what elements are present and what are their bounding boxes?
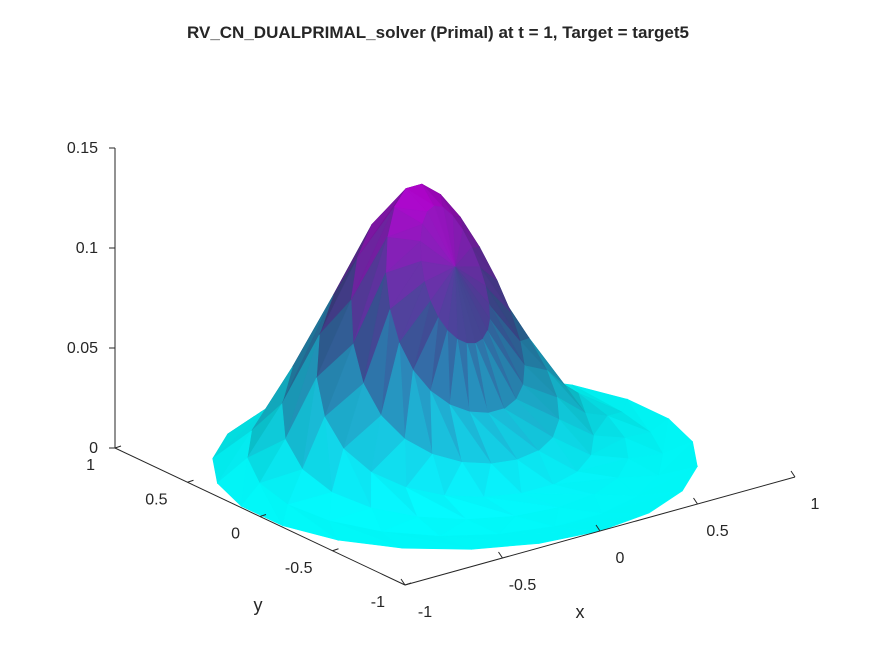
y-axis-label: y — [254, 595, 263, 615]
x-ticks: -1 -0.5 0 0.5 1 — [400, 470, 820, 621]
x-axis-label: x — [576, 602, 585, 622]
y-tick-mark — [114, 445, 122, 449]
y-tick-mark — [259, 514, 267, 517]
surface-facet — [381, 531, 472, 550]
x-tick-label: 0.5 — [706, 523, 728, 540]
y-tick-mark — [404, 582, 412, 586]
y-tick-label: 1 — [86, 457, 95, 474]
y-ticks: -1 -0.5 0 0.5 1 — [86, 445, 412, 611]
chart-title: RV_CN_DUALPRIMAL_solver (Primal) at t = … — [187, 23, 689, 42]
y-tick-mark — [187, 479, 194, 483]
z-tick-label: 0.05 — [67, 340, 98, 357]
x-tick-mark — [595, 524, 601, 532]
y-tick-label: -0.5 — [285, 560, 313, 577]
x-tick-mark — [498, 551, 503, 559]
x-tick-mark — [400, 578, 406, 586]
surface-facet — [282, 504, 339, 541]
z-tick-label: 0 — [89, 440, 98, 457]
x-tick-label: 0 — [616, 550, 625, 567]
z-tick-label: 0.15 — [67, 140, 98, 157]
x-tick-mark — [790, 470, 796, 478]
y-tick-mark — [332, 548, 339, 552]
z-tick-label: 0.1 — [76, 240, 98, 257]
x-tick-label: -1 — [418, 604, 432, 621]
y-tick-label: 0 — [231, 526, 240, 543]
x-tick-label: -0.5 — [509, 577, 537, 594]
y-tick-label: 0.5 — [145, 491, 167, 508]
x-tick-label: 1 — [811, 496, 820, 513]
x-tick-mark — [693, 497, 698, 505]
surface-mesh — [212, 183, 699, 550]
surface-facet — [439, 536, 540, 550]
surface-facet — [329, 520, 403, 549]
z-ticks: 0 0.05 0.1 0.15 — [67, 140, 115, 457]
y-tick-label: -1 — [371, 594, 385, 611]
